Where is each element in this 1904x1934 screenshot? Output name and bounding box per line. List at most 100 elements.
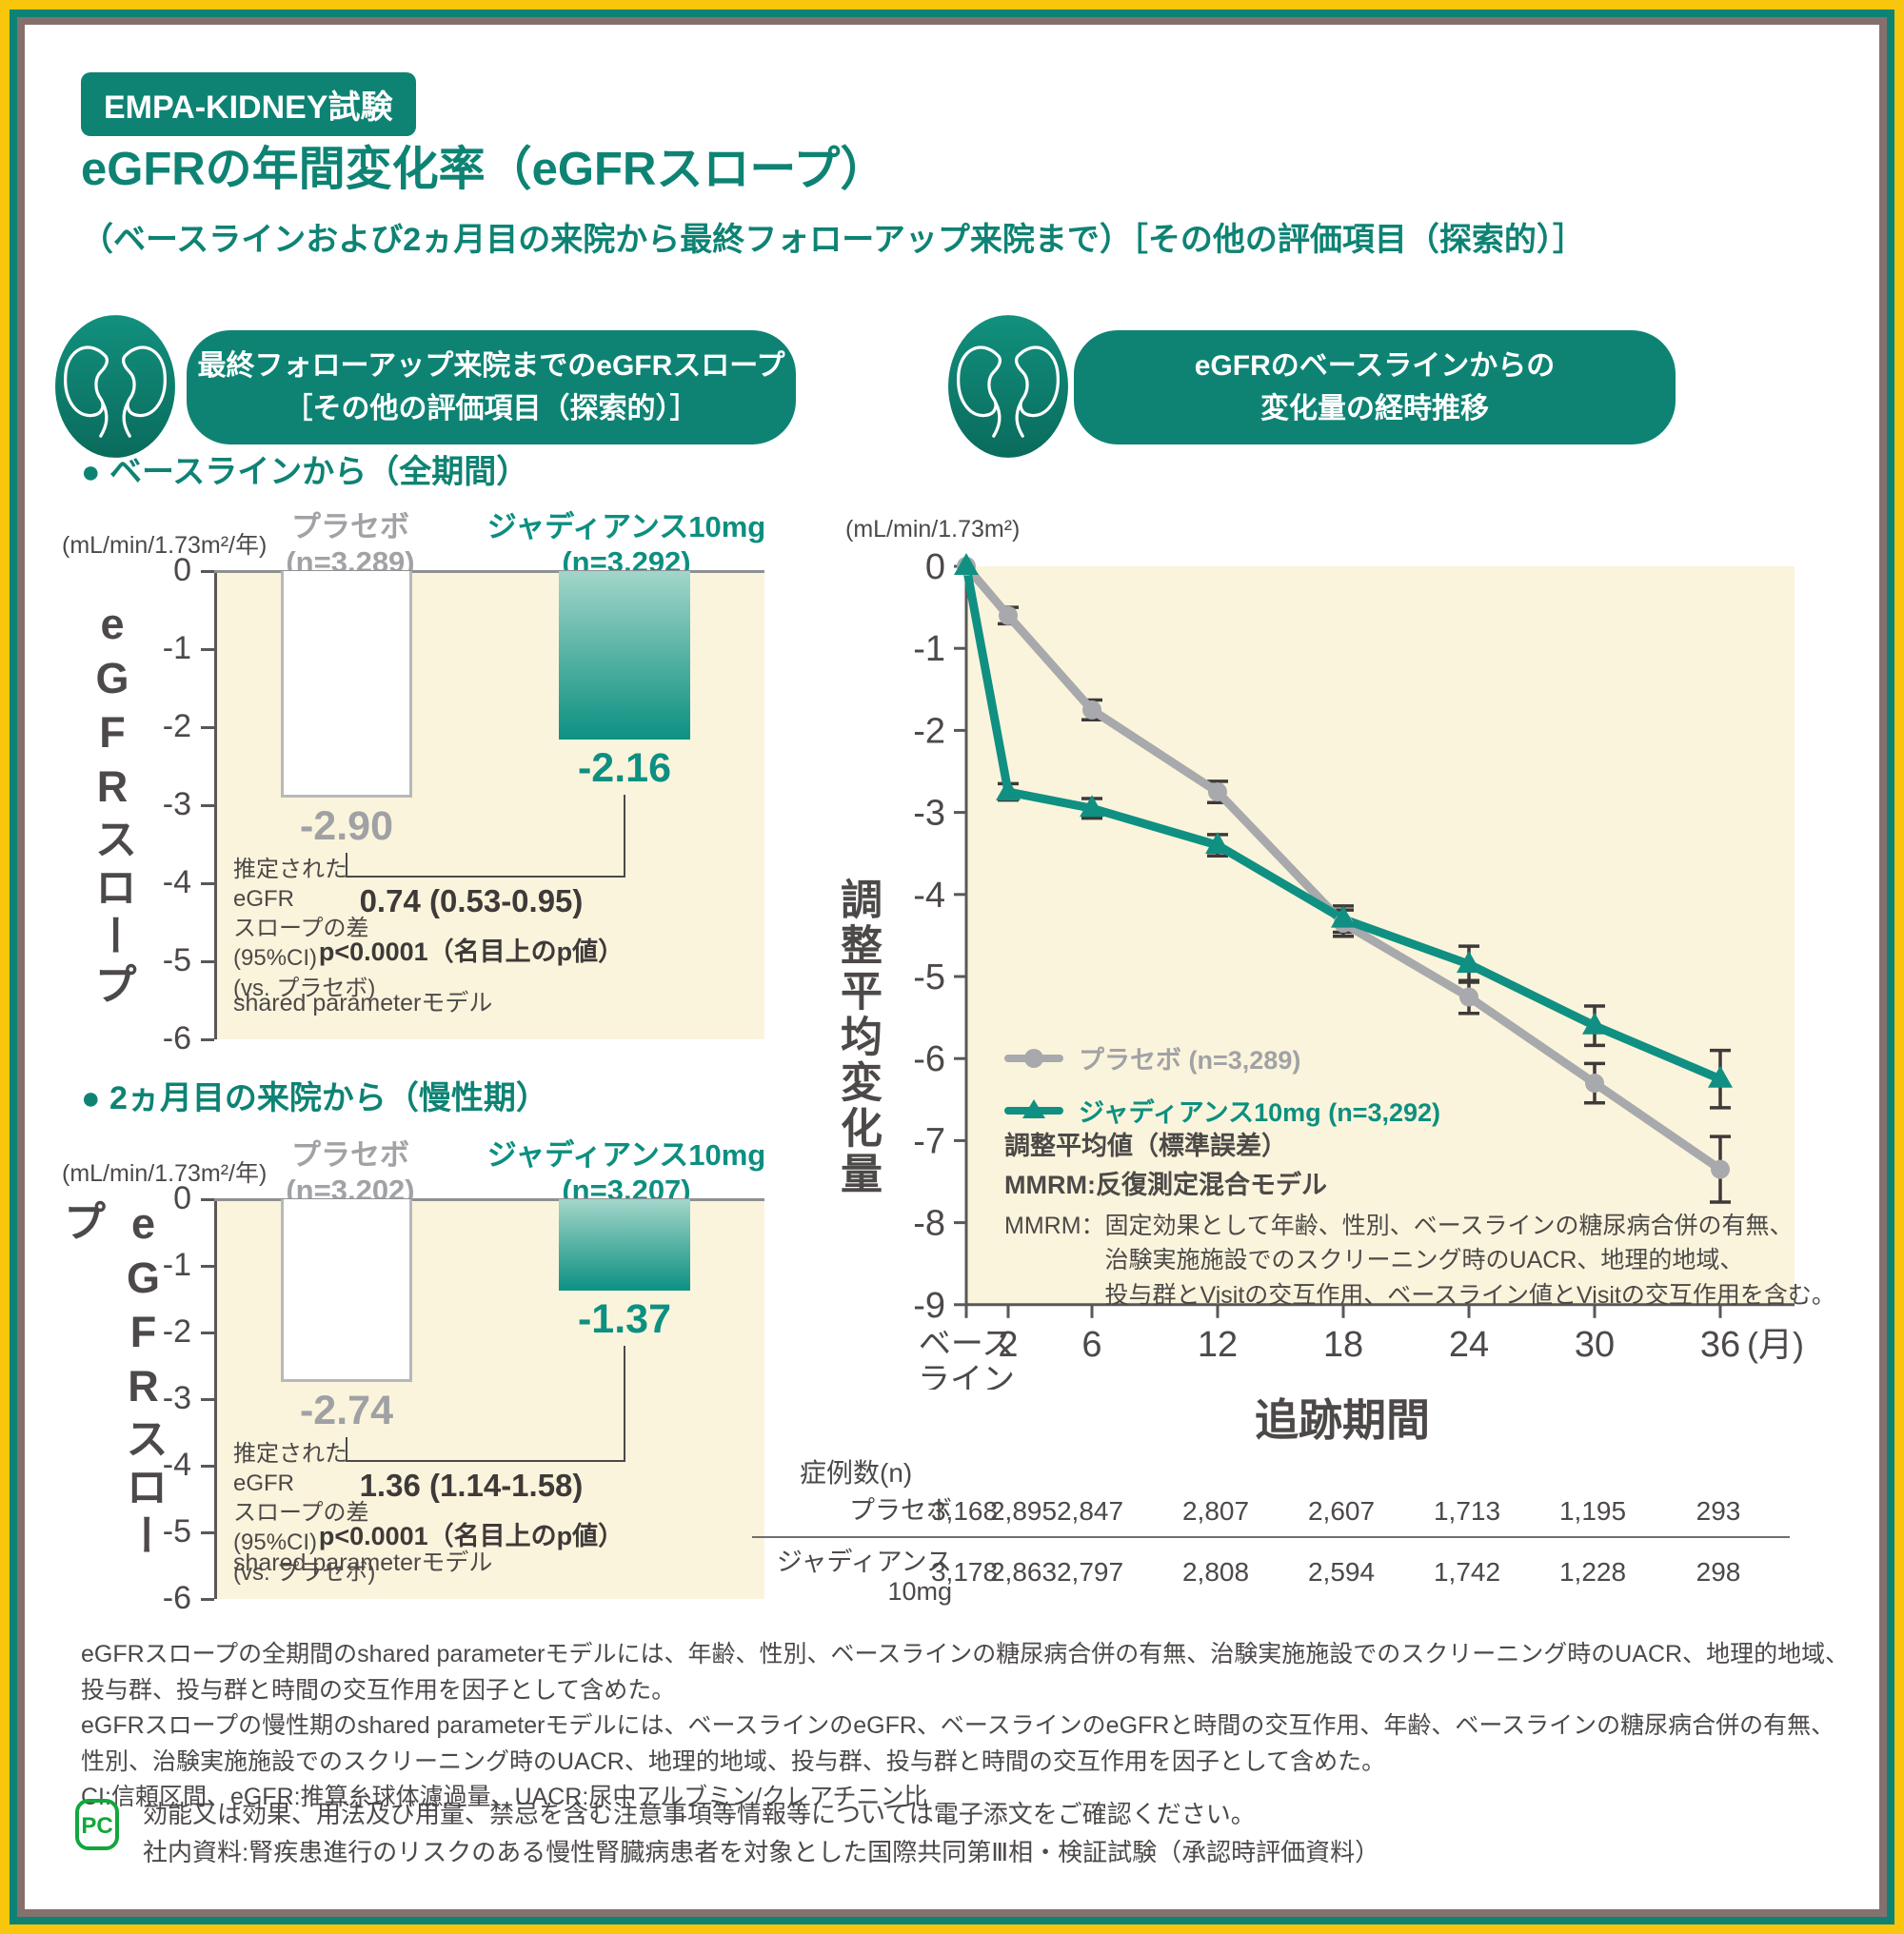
y-tick-label: -4 [913, 876, 945, 916]
note-line: 調整平均値（標準誤差） [1004, 1132, 1287, 1160]
marker-circle [1082, 700, 1101, 720]
y-axis-label: eGFRスロープ [88, 600, 137, 1011]
bracket-left [346, 852, 347, 876]
table-cell: 2,797 [1056, 1557, 1124, 1587]
mmrm-label: MMRM： [1004, 1213, 1105, 1239]
right-header-pill: eGFRのベースラインからの 変化量の経時推移 [1074, 330, 1676, 444]
page-subtitle: （ベースラインおよび2ヵ月目の来院から最終フォローアップ来院まで）［その他の評価… [81, 222, 1585, 258]
y-tick [201, 570, 214, 573]
marker-triangle [1708, 1065, 1733, 1088]
y-tick-label: -5 [913, 957, 945, 997]
left-header-pill: 最終フォローアップ来院までのeGFRスロープ ［その他の評価項目（探索的）］ [187, 330, 796, 444]
bottom-note: PC 効能又は効果、用法及び用量、禁忌を含む注意事項等情報等については電子添文を… [74, 1795, 1379, 1872]
bracket-horizontal [346, 875, 625, 878]
trial-badge: EMPA-KIDNEY試験 [81, 72, 416, 136]
y-tick-label: -3 [162, 786, 191, 822]
plot-area: -2.74 -1.37 推定された eGFR スロープの差 (95%CI) (v… [163, 1180, 764, 1616]
footnote-3: CI:信頼区間、eGFR:推算糸球体濾過量、UACR:尿中アルブミン/クレアチニ… [81, 1784, 928, 1810]
marker-triangle [1205, 832, 1230, 855]
anno-line: eGFR [233, 885, 295, 912]
plot-area: -2.90 -2.16 推定された eGFR スロープの差 (95%CI) (v… [163, 552, 764, 1056]
table-cell: 3,178 [930, 1557, 999, 1587]
value-label-placebo: -2.74 [299, 1387, 393, 1433]
anno-line: eGFR [233, 1470, 295, 1496]
y-tick [201, 1332, 214, 1334]
x-axis-label: 追跡期間 [1255, 1395, 1430, 1445]
y-axis-unit: (mL/min/1.73m²) [845, 516, 1021, 543]
table-cell: 2,807 [1181, 1496, 1250, 1526]
y-axis-line [214, 1199, 217, 1599]
y-tick-label: -3 [162, 1380, 191, 1416]
y-tick-label: -5 [162, 942, 191, 978]
y-tick-label: -1 [162, 1247, 191, 1283]
y-tick [201, 960, 214, 963]
series-line-jardiance [962, 562, 1725, 1084]
x-tick-label-baseline: ライン [918, 1362, 1015, 1390]
y-tick-label: -2 [162, 1313, 191, 1350]
anno-line: スロープの差 [233, 916, 369, 942]
kidney-icon [945, 314, 1071, 464]
marker-triangle [1331, 905, 1356, 928]
marker-triangle [1457, 951, 1481, 974]
marker-circle [1208, 782, 1227, 802]
table-cell: 2,594 [1307, 1557, 1376, 1587]
table-row-label-placebo: プラセボ [849, 1496, 952, 1525]
bar-jardiance [559, 571, 690, 740]
y-tick-label: -4 [162, 864, 191, 900]
y-axis-unit: (mL/min/1.73m²/年) [62, 532, 268, 559]
y-tick-label: -6 [162, 1580, 191, 1616]
y-tick-label: -2 [162, 708, 191, 744]
marker-triangle [954, 553, 979, 575]
legend-placebo-name: プラセボ [1079, 1046, 1181, 1075]
bar-jardiance [559, 1199, 690, 1291]
right-pill-line-2: 変化量の経時推移 [1260, 393, 1489, 424]
line-chart-section: (mL/min/1.73m²) 調整平均変化量 0 -1 -2 -3 -4 -5 -6 -7 -… [752, 514, 1904, 1713]
y-tick-label: 0 [173, 552, 191, 588]
legend-jardiance-n: (n=3,292) [1328, 1098, 1441, 1127]
difference-value: 1.36 (1.14-1.58) [359, 1467, 584, 1503]
y-tick [201, 1038, 214, 1041]
placebo-label: プラセボ [291, 1138, 409, 1172]
table-cell: 298 [1696, 1557, 1741, 1587]
bracket-horizontal [346, 1459, 625, 1462]
table-cell: 1,228 [1558, 1557, 1627, 1587]
p-value: p<0.0001（名目上のp値） [318, 937, 625, 966]
x-tick-label: 2 [998, 1325, 1018, 1365]
anno-line: (vs. プラセボ) [233, 975, 376, 1001]
bar-placebo [281, 1199, 412, 1382]
y-tick [201, 882, 214, 885]
y-tick-label: -3 [913, 794, 945, 834]
bar-placebo [281, 571, 412, 798]
bar-chart-full-period: (mL/min/1.73m²/年) プラセボ (n=3,289) ジャディアンス… [57, 509, 809, 1166]
value-label-jardiance: -1.37 [577, 1295, 671, 1342]
table-cell: 2,863 [989, 1557, 1058, 1587]
left-pill-line-1: 最終フォローアップ来院までのeGFRスロープ [197, 350, 785, 382]
table-separator [752, 1536, 1790, 1538]
y-tick-label: -1 [913, 629, 945, 669]
marker-triangle [1582, 1012, 1607, 1035]
marker-triangle [1080, 795, 1104, 818]
y-tick-label: -7 [913, 1121, 945, 1161]
table-cell: 3,168 [930, 1496, 999, 1526]
y-tick [201, 1198, 214, 1201]
zero-line [214, 1198, 764, 1201]
y-axis-label: eGFRスロープ [57, 1199, 168, 1562]
note-line: MMRM:反復測定混合モデル [1004, 1170, 1327, 1199]
x-tick-label: 24 [1449, 1325, 1489, 1365]
table-cell: 293 [1696, 1496, 1741, 1526]
pc-package-insert-icon: PC [75, 1799, 119, 1850]
y-tick-label: -1 [162, 630, 191, 666]
y-tick [201, 804, 214, 807]
jardiance-label: ジャディアンス10mg [486, 1138, 766, 1172]
y-tick-label: 0 [925, 547, 945, 587]
anno-line: (vs. プラセボ) [233, 1559, 376, 1586]
y-tick [201, 1531, 214, 1534]
jardiance-line-marker-icon [1004, 1098, 1063, 1118]
value-label-placebo: -2.90 [299, 802, 393, 849]
mmrm-line: 治験実施施設でのスクリーニング時のUACR、地理的地域、 [1104, 1247, 1744, 1274]
legend: プラセボ (n=3,289) ジャディアンス10mg (n=3,292) [1004, 1039, 1440, 1129]
section-heading-chronic-phase: ● 2ヵ月目の来院から（慢性期） [81, 1080, 548, 1116]
y-axis-line [214, 571, 217, 1039]
bar-chart-chronic-phase: (mL/min/1.73m²/年) プラセボ (n=3,202) ジャディアンス… [57, 1137, 809, 1794]
